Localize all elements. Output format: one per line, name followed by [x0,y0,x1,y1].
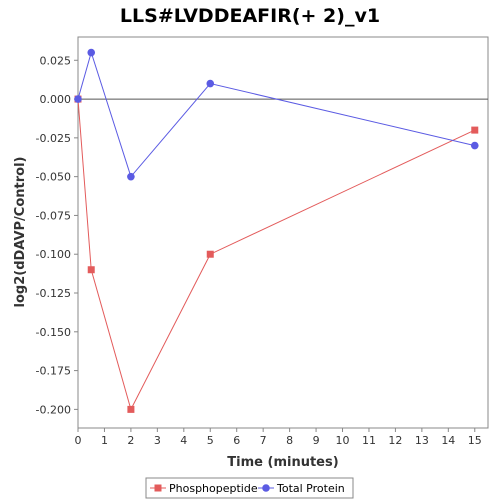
data-point [87,266,95,274]
legend-marker [154,484,162,492]
chart-title: LLS#LVDDEAFIR(+ 2)_v1 [120,5,380,27]
y-tick-label: 0.025 [40,54,72,67]
x-tick-label: 0 [75,434,82,447]
x-tick-label: 8 [286,434,293,447]
y-tick-label: -0.175 [36,365,71,378]
plot-area [77,36,489,429]
y-tick-label: -0.050 [36,171,71,184]
x-axis-label: Time (minutes) [227,455,338,470]
data-point [206,79,215,88]
x-axis: 0 1 2 3 4 5 6 7 8 9 10 11 12 13 14 15 [75,428,482,447]
y-tick-label: -0.025 [36,132,71,145]
legend-label: Phosphopeptide [169,482,258,495]
data-point [206,250,214,258]
x-tick-label: 3 [154,434,161,447]
y-tick-label: -0.100 [36,248,71,261]
data-point [127,172,135,181]
legend-label: Total Protein [276,482,345,495]
y-tick-label: -0.075 [36,209,71,222]
x-tick-label: 6 [233,434,240,447]
x-tick-label: 12 [388,434,402,447]
x-tick-label: 4 [180,434,187,447]
legend-marker [262,484,270,492]
x-tick-label: 14 [441,434,455,447]
x-tick-label: 11 [362,434,376,447]
data-point [471,126,479,134]
x-tick-label: 7 [260,434,267,447]
x-tick-label: 9 [313,434,320,447]
x-tick-label: 2 [127,434,134,447]
y-axis-label: log2(dDAVP/Control) [13,157,28,308]
x-tick-label: 1 [101,434,108,447]
legend-box [145,477,354,499]
series-layer [74,48,479,413]
y-axis: 0.025 0.000 -0.025 -0.050 -0.075 -0.100 -0.125… [36,54,78,416]
data-point [127,405,135,413]
y-tick-label: -0.125 [36,287,71,300]
y-tick-label: 0.000 [40,93,72,106]
data-point [87,48,96,57]
x-tick-label: 15 [468,434,482,447]
y-tick-label: -0.200 [36,403,71,416]
series-total-protein [74,48,479,181]
data-point [470,141,479,150]
x-tick-label: 5 [207,434,214,447]
data-point [74,95,82,103]
x-tick-label: 10 [336,434,350,447]
x-tick-label: 13 [415,434,429,447]
y-tick-label: -0.150 [36,326,71,339]
legend: Phosphopeptide Total Protein [145,477,354,499]
